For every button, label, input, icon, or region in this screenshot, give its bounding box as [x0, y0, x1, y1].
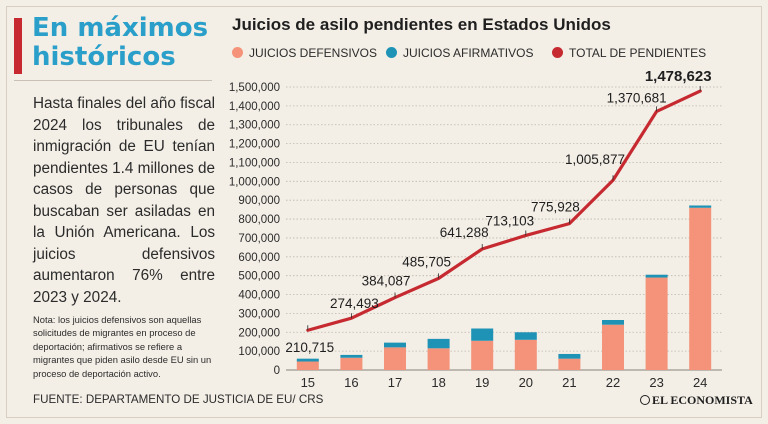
bar-defensive [689, 207, 712, 370]
x-tick-label: 23 [649, 375, 663, 390]
infographic-frame [6, 6, 762, 418]
line-total [306, 89, 702, 332]
x-tick-label: 18 [431, 375, 445, 390]
headline-accent-bar [14, 18, 22, 74]
headline-line-1: En máximos [32, 13, 209, 43]
data-label-total: 485,705 [402, 254, 451, 269]
data-label-total: 274,493 [330, 296, 379, 311]
y-tick-label: 1,500,000 [229, 82, 280, 94]
data-label-total: 775,928 [531, 200, 580, 215]
y-tick-label: 800,000 [238, 214, 280, 226]
y-tick-label: 1,000,000 [229, 176, 280, 188]
source-credit: FUENTE: DEPARTAMENTO DE JUSTICIA DE EU/ … [33, 393, 324, 406]
y-tick-label: 1,400,000 [229, 101, 280, 113]
bar-affirmative [340, 354, 363, 358]
x-tick-label: 24 [693, 375, 707, 390]
bar-affirmative [602, 320, 624, 325]
bar-defensive [558, 358, 581, 370]
y-tick-label: 0 [274, 365, 280, 377]
y-tick-label: 600,000 [238, 252, 280, 264]
bar-affirmative [384, 342, 406, 348]
x-tick-label: 15 [301, 375, 315, 390]
data-label-total: 210,715 [285, 340, 334, 355]
chart-title: Juicios de asilo pendientes en Estados U… [232, 15, 611, 34]
headline-divider [14, 80, 212, 81]
y-tick-label: 100,000 [238, 346, 280, 358]
y-tick-label: 1,200,000 [229, 139, 280, 151]
bar-defensive [340, 357, 363, 370]
bar-defensive [384, 347, 406, 370]
x-tick-label: 17 [388, 375, 402, 390]
legend-label-total: TOTAL DE PENDIENTES [569, 46, 707, 60]
data-label-total: 1,370,681 [607, 90, 667, 105]
y-tick-label: 300,000 [238, 308, 280, 320]
data-label-total: 1,005,877 [565, 152, 625, 167]
y-tick-label: 1,100,000 [229, 157, 280, 169]
bar-affirmative [689, 205, 712, 208]
bar-defensive [514, 339, 537, 370]
bar-affirmative [558, 353, 581, 359]
bar-affirmative [471, 328, 494, 341]
legend-label-defensive: JUICIOS DEFENSIVOS [249, 46, 378, 60]
brand-name: EL ECONOMISTA [652, 393, 753, 407]
y-tick-label: 700,000 [238, 233, 280, 245]
x-tick-label: 19 [475, 375, 489, 390]
y-tick-label: 400,000 [238, 290, 280, 302]
bar-affirmative [645, 274, 668, 278]
bar-affirmative [514, 332, 537, 340]
legend-dot-icon [386, 47, 397, 58]
legend-item-defensive: JUICIOS DEFENSIVOS [232, 46, 377, 60]
body-text: Hasta finales del año fiscal 2024 los tr… [33, 95, 215, 306]
y-tick-label: 500,000 [238, 271, 280, 283]
legend-dot-icon [552, 47, 563, 58]
bar-defensive [296, 361, 319, 370]
bar-defensive [471, 340, 494, 370]
y-tick-label: 1,300,000 [229, 120, 280, 132]
x-tick-label: 22 [606, 375, 620, 390]
x-tick-label: 21 [562, 375, 576, 390]
footnote: Nota: los juicios defensivos son aquella… [33, 314, 212, 379]
headline: En máximos históricos [32, 14, 222, 72]
data-label-total: 384,087 [362, 274, 411, 289]
legend-item-affirmative: JUICIOS AFIRMATIVOS [386, 46, 533, 60]
bar-defensive [427, 348, 450, 370]
bar-defensive [645, 277, 668, 370]
brand-logo: EL ECONOMISTA [640, 393, 765, 408]
data-label-total: 641,288 [440, 225, 489, 240]
y-tick-label: 900,000 [238, 195, 280, 207]
bar-defensive [602, 324, 624, 370]
x-tick-label: 20 [519, 375, 533, 390]
bar-affirmative [427, 338, 450, 349]
bar-affirmative [296, 358, 319, 362]
legend-dot-icon [232, 47, 243, 58]
chart-legend: JUICIOS DEFENSIVOS JUICIOS AFIRMATIVOS T… [232, 46, 752, 64]
legend-label-affirmative: JUICIOS AFIRMATIVOS [403, 46, 534, 60]
data-label-total: 713,103 [485, 213, 534, 228]
y-tick-label: 200,000 [238, 327, 280, 339]
data-label-total: 1,478,623 [645, 68, 712, 85]
x-tick-label: 16 [344, 375, 358, 390]
legend-item-total: TOTAL DE PENDIENTES [552, 46, 706, 60]
headline-line-2: históricos [32, 42, 176, 72]
brand-seal-icon [640, 395, 650, 405]
